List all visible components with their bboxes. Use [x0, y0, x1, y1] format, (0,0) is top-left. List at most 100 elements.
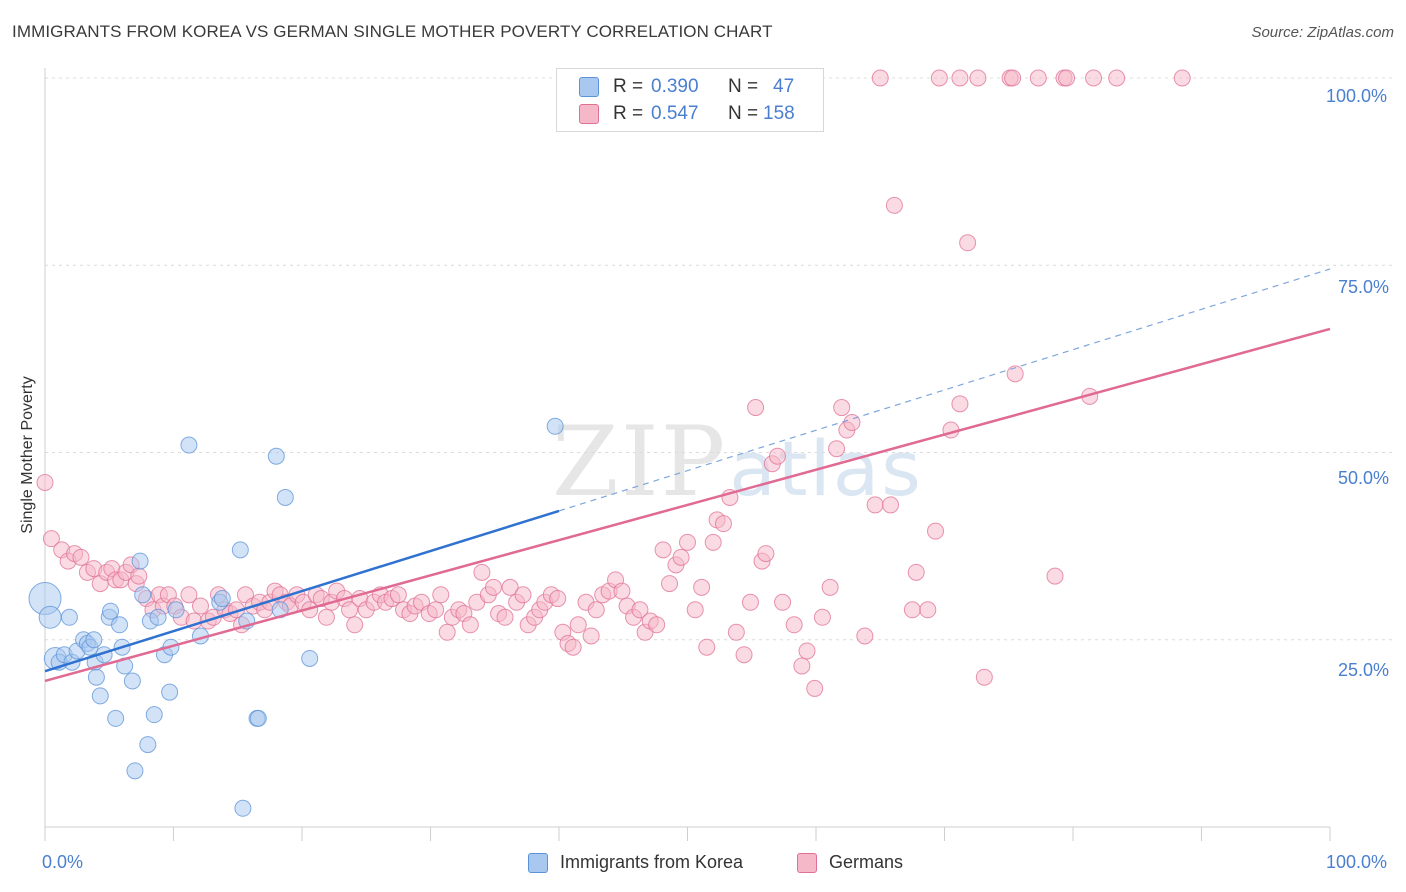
scatter-point-korea [91, 687, 109, 705]
legend-item-germans[interactable]: Germans [797, 852, 903, 873]
scatter-point-germans [951, 395, 969, 413]
scatter-point-germans [432, 586, 450, 604]
scatter-point-germans [959, 234, 977, 252]
scatter-point-germans [1004, 69, 1022, 87]
scatter-point-korea [145, 706, 163, 724]
scatter-point-korea [167, 601, 185, 619]
scatter-point-germans [785, 616, 803, 634]
x-tick-min: 0.0% [42, 852, 84, 872]
scatter-point-germans [930, 69, 948, 87]
scatter-point-germans [36, 473, 54, 491]
scatter-point-germans [501, 578, 519, 596]
scatter-point-germans [514, 586, 532, 604]
scatter-point-germans [768, 447, 786, 465]
scatter-point-korea [139, 736, 157, 754]
scatter-point-germans [882, 496, 900, 514]
scatter-point-germans [496, 608, 514, 626]
stats-swatch-germans [579, 104, 599, 124]
scatter-point-germans [672, 548, 690, 566]
scatter-point-korea [60, 608, 78, 626]
scatter-point-korea [234, 799, 252, 817]
scatter-point-germans [798, 642, 816, 660]
trendline-korea-extension [558, 268, 1331, 512]
scatter-point-korea [131, 552, 149, 570]
scatter-point-germans [793, 657, 811, 675]
stats-swatch-korea [579, 77, 599, 97]
scatter-point-korea [213, 590, 231, 608]
scatter-point-germans [1006, 365, 1024, 383]
scatter-point-germans [582, 627, 600, 645]
watermark-zip: ZIP [552, 406, 728, 518]
scatter-point-germans [727, 623, 745, 641]
source-credit[interactable]: Source: ZipAtlas.com [1251, 24, 1394, 41]
scatter-point-germans [473, 563, 491, 581]
scatter-point-korea [149, 608, 167, 626]
scatter-point-korea [276, 488, 294, 506]
scatter-point-germans [569, 616, 587, 634]
scatter-point-germans [747, 399, 765, 417]
scatter-point-germans [130, 567, 148, 585]
scatter-point-germans [919, 601, 937, 619]
trendline-germans [44, 327, 1331, 683]
scatter-point-korea [231, 541, 249, 559]
stats-r-label: R = [613, 103, 644, 124]
scatter-point-germans [648, 616, 666, 634]
scatter-point-germans [438, 623, 456, 641]
scatter-point-germans [1029, 69, 1047, 87]
scatter-point-germans [693, 578, 711, 596]
scatter-point-germans [704, 533, 722, 551]
scatter-point-germans [871, 69, 889, 87]
scatter-point-germans [698, 638, 716, 656]
scatter-point-germans [317, 608, 335, 626]
scatter-point-korea [111, 616, 129, 634]
stats-n-value: 158 [763, 103, 795, 124]
scatter-point-germans [927, 522, 945, 540]
scatter-point-germans [389, 586, 407, 604]
scatter-point-germans [686, 601, 704, 619]
legend-item-korea[interactable]: Immigrants from Korea [528, 852, 743, 873]
scatter-point-germans [813, 608, 831, 626]
scatter-point-germans [828, 440, 846, 458]
scatter-point-korea [38, 605, 62, 629]
scatter-point-germans [613, 582, 631, 600]
stats-n-label: N = [728, 103, 759, 124]
scatter-point-korea [161, 683, 179, 701]
scatter-point-germans [1173, 69, 1191, 87]
scatter-point-germans [42, 530, 60, 548]
scatter-point-germans [975, 668, 993, 686]
scatter-point-germans [180, 586, 198, 604]
scatter-point-korea [267, 447, 285, 465]
scatter-point-germans [885, 196, 903, 214]
y-tick-75: 75.0% [1338, 277, 1390, 297]
scatter-point-germans [549, 590, 567, 608]
scatter-point-germans [1108, 69, 1126, 87]
scatter-point-germans [564, 638, 582, 656]
stats-r-value: 0.390 [651, 76, 699, 97]
scatter-point-germans [866, 496, 884, 514]
legend-label-korea: Immigrants from Korea [560, 852, 744, 872]
scatter-point-germans [461, 616, 479, 634]
x-tick-max: 100.0% [1326, 852, 1388, 872]
scatter-point-korea [134, 586, 152, 604]
scatter-point-germans [679, 533, 696, 551]
y-tick-100: 100.0% [1326, 86, 1388, 106]
scatter-point-germans [907, 563, 925, 581]
scatter-point-germans [969, 69, 987, 87]
scatter-point-germans [757, 545, 775, 563]
scatter-point-germans [714, 515, 732, 533]
scatter-point-germans [1058, 69, 1076, 87]
scatter-point-germans [341, 601, 359, 619]
scatter-point-germans [346, 616, 364, 634]
legend-label-germans: Germans [829, 852, 904, 872]
scatter-point-korea [546, 417, 564, 435]
zipatlas-watermark: ZIPatlas [552, 406, 923, 518]
scatter-point-germans [427, 601, 445, 619]
stats-n-label: N = [728, 76, 759, 97]
scatter-point-germans [741, 593, 759, 611]
scatter-point-germans [72, 548, 90, 566]
y-tick-25: 25.0% [1338, 660, 1390, 680]
scatter-point-korea [249, 709, 267, 727]
y-tick-50: 50.0% [1338, 468, 1390, 488]
scatter-point-korea [87, 668, 105, 686]
